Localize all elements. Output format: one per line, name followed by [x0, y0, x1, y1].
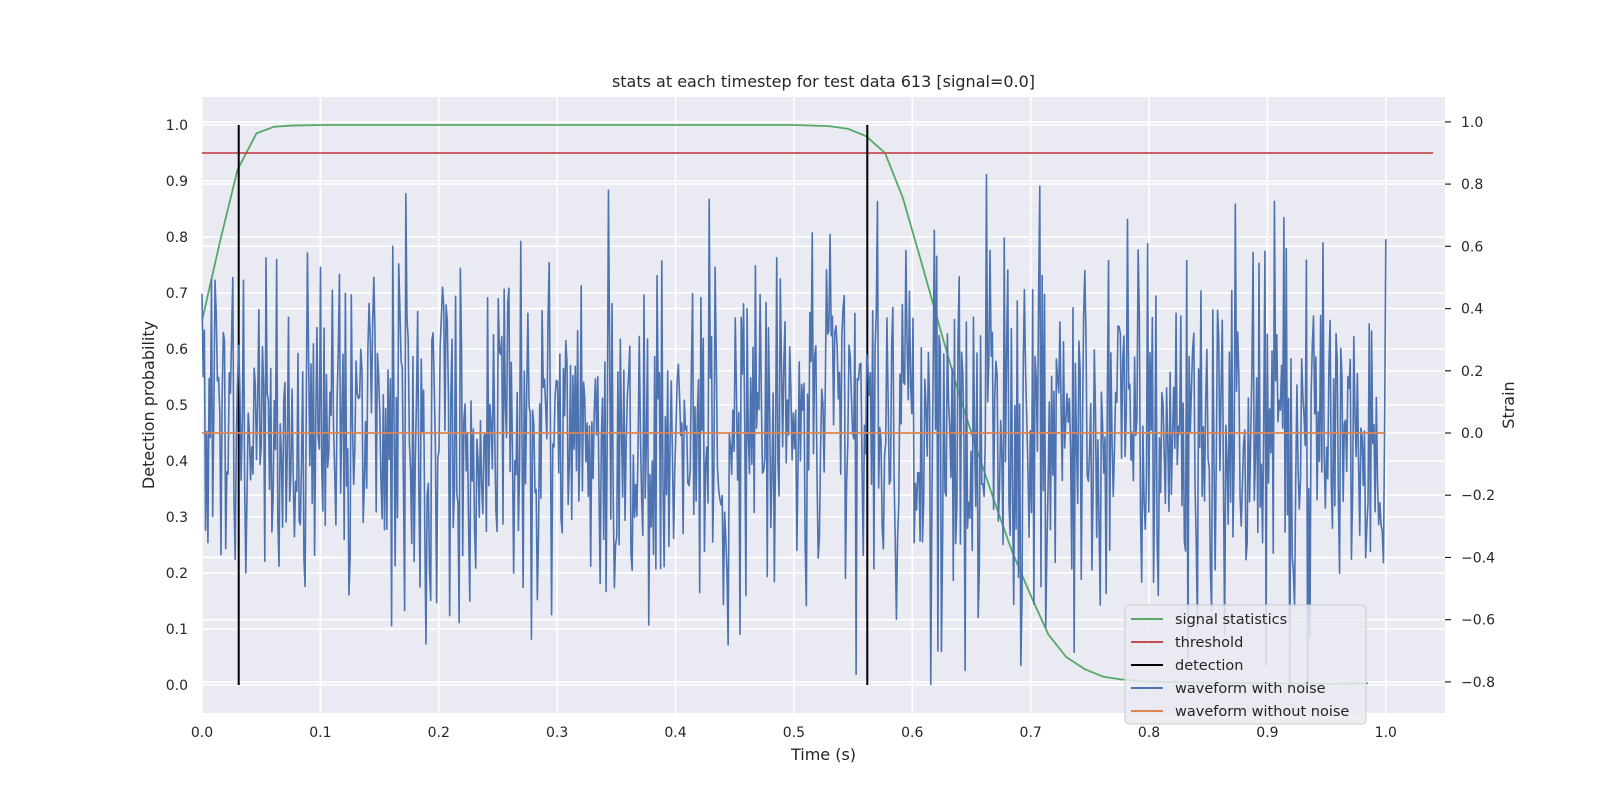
- x-tick-label: 1.0: [1375, 725, 1397, 741]
- chart-title: stats at each timestep for test data 613…: [612, 72, 1035, 91]
- x-tick-label: 0.9: [1256, 725, 1278, 741]
- legend-label: signal statistics: [1175, 612, 1287, 628]
- x-tick-label: 0.0: [191, 725, 213, 741]
- x-tick-label: 0.1: [309, 725, 331, 741]
- legend-label: threshold: [1175, 635, 1243, 651]
- y2-tick-label: 0.2: [1461, 364, 1483, 380]
- y2-tick-label: 0.4: [1461, 302, 1483, 318]
- y-tick-label: 0.4: [166, 454, 188, 470]
- y2-tick-label: 1.0: [1461, 115, 1483, 131]
- x-tick-label: 0.4: [664, 725, 686, 741]
- series-line-signal-statistics: [201, 124, 1369, 685]
- legend-label: waveform without noise: [1175, 704, 1349, 720]
- y2-tick-label: −0.4: [1461, 550, 1495, 566]
- x-tick-label: 0.7: [1020, 725, 1042, 741]
- legend-label: detection: [1175, 658, 1243, 674]
- x-tick-label: 0.5: [783, 725, 805, 741]
- y-tick-label: 0.3: [166, 510, 188, 526]
- x-tick-label: 0.3: [546, 725, 568, 741]
- legend-box: [1124, 604, 1367, 725]
- y-tick-label: 0.1: [166, 622, 188, 638]
- axes: 0.0 0.1 0.2 0.3 0.4 0.5 0.6 0.7 0.8 0.9 1.0 0.0 0.1 0…: [166, 115, 1495, 741]
- x-tick-label: 0.6: [901, 725, 923, 741]
- y2-axis-label: Strain: [1499, 381, 1518, 428]
- y2-tick-label: −0.2: [1461, 488, 1495, 504]
- x-axis-label: Time (s): [790, 745, 856, 764]
- legend-label: waveform with noise: [1175, 681, 1326, 697]
- x-tick-label: 0.2: [428, 725, 450, 741]
- y2-tick-label: 0.6: [1461, 239, 1483, 255]
- y-axis-label: Detection probability: [139, 321, 158, 489]
- y-tick-label: 0.2: [166, 566, 188, 582]
- series-line-waveform-with-noise: [201, 173, 1387, 689]
- y-tick-label: 0.8: [166, 230, 188, 246]
- y-tick-label: 0.7: [166, 286, 188, 302]
- y-tick-label: 1.0: [166, 118, 188, 134]
- plot-area: [201, 124, 1434, 689]
- y-tick-label: 0.0: [166, 678, 188, 694]
- y-tick-label: 0.5: [166, 398, 188, 414]
- legend: signal statistics threshold detection wavef…: [1124, 604, 1367, 725]
- y2-tick-label: −0.6: [1461, 613, 1495, 629]
- x-tick-label: 0.8: [1138, 725, 1160, 741]
- y2-tick-label: 0.8: [1461, 177, 1483, 193]
- y2-tick-label: 0.0: [1461, 426, 1483, 442]
- y2-tick-label: −0.8: [1461, 675, 1495, 691]
- y-tick-label: 0.6: [166, 342, 188, 358]
- y-tick-label: 0.9: [166, 174, 188, 190]
